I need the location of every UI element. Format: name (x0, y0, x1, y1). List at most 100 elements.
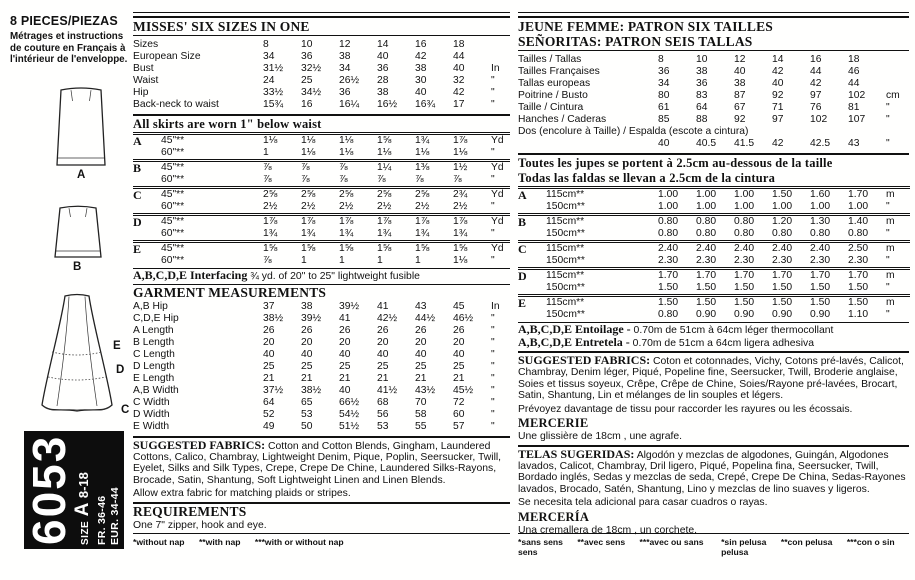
value-cell: 1½ (453, 159, 491, 174)
value-cell: 41 (377, 300, 389, 312)
value-cell: 20 (377, 336, 389, 348)
interfacing-text: ¾ yd. of 20" to 25" lightweight fusible (247, 271, 420, 282)
value-cell: 1.50 (772, 282, 793, 293)
value-cell: ⅞ (263, 174, 272, 185)
view-letter: D (518, 267, 546, 282)
value-cell: 42 (772, 66, 784, 77)
fabric-width-label: 150cm** (546, 201, 585, 212)
value-cell: 1.50 (734, 294, 772, 309)
table-row: Dos (encolure à Taille) / Espalda (escot… (518, 126, 910, 138)
value-cell: 1.00 (696, 186, 734, 201)
value-cell: 66½ (339, 396, 360, 408)
unit-cell: " (491, 336, 495, 348)
value-cell: 92 (734, 114, 746, 125)
fabrics-fr-text: Coton et cotonnades, Vichy, Cotons pré-l… (518, 356, 904, 402)
table-row: Poitrine / Busto 80 83 87 92 97 102 cm (518, 90, 910, 102)
value-cell: 58 (415, 408, 427, 420)
fabric-width-label: 60"** (161, 147, 185, 158)
value-cell: 28 (377, 75, 389, 86)
fabric-width-label: 60"** (161, 255, 185, 266)
unit-cell: In (491, 300, 500, 312)
value-cell: 54½ (339, 408, 360, 420)
value-cell: 1.50 (848, 282, 869, 293)
yardage-row: A 45"** 1⅛ 1⅛ 1⅛ 1⅝ 1¾ 1⅞ Yd (133, 132, 510, 147)
unit-cell: m (886, 213, 910, 228)
value-cell: 42½ (377, 312, 398, 324)
value-cell: 1⅝ (263, 240, 301, 255)
divider (133, 283, 510, 285)
merceria-text: Una cremallera de 18cm , un corchete. (518, 524, 698, 536)
value-cell: 1⅞ (339, 213, 377, 228)
pattern-number-banner: 6053 SIZE A 8-18 FR. 36-46 EUR. 34-44 (23, 431, 124, 549)
value-cell: 102 (810, 114, 828, 125)
value-cell: 71 (772, 102, 784, 113)
value-cell: 0.80 (734, 213, 772, 228)
table-row: Bust 31½ 32½ 34 36 38 40 In (133, 63, 510, 75)
size-letter: A (72, 502, 93, 517)
value-cell: 97 (772, 114, 784, 125)
value-cell: 2.40 (696, 240, 734, 255)
yardage-row: 150cm** 0.80 0.80 0.80 0.80 0.80 0.80 " (518, 228, 910, 242)
value-cell: 2.30 (696, 255, 717, 266)
footnote-with-or-without-nap: ***with or without nap (254, 537, 344, 547)
table-row: Tailles / Tallas 8 10 12 14 16 18 (518, 54, 910, 66)
value-cell: 76 (810, 102, 822, 113)
value-cell: 1.00 (734, 201, 755, 212)
table-row: C Length 40 40 40 40 40 40 " (133, 349, 510, 361)
value-cell: 20 (301, 336, 313, 348)
value-cell: 1.50 (734, 282, 755, 293)
skirt-cde-sketch (39, 292, 115, 419)
unit-cell: " (491, 312, 495, 324)
row-label: B Length (133, 336, 175, 348)
value-cell: 46 (848, 66, 860, 77)
value-cell: 38½ (263, 312, 284, 324)
value-cell: 2½ (453, 201, 468, 212)
value-cell: 1¾ (453, 228, 468, 239)
table-row: D Width 52 53 54½ 56 58 60 " (133, 409, 510, 421)
value-cell: 20 (339, 336, 351, 348)
value-cell: 16¼ (339, 99, 360, 110)
value-cell: 81 (848, 102, 860, 113)
value-cell: 1⅜ (415, 159, 453, 174)
value-cell: 56 (377, 408, 389, 420)
yardage-row: 150cm** 0.80 0.90 0.90 0.90 0.90 1.10 " (518, 309, 910, 321)
value-cell: 1.60 (810, 186, 848, 201)
row-label: Dos (encolure à Taille) / Espalda (escot… (518, 126, 749, 137)
value-cell: 25 (301, 360, 313, 372)
unit-cell: m (886, 294, 910, 309)
unit-cell (491, 39, 510, 51)
table-row: Waist 24 25 26½ 28 30 32 " (133, 75, 510, 87)
value-cell: 10 (696, 54, 708, 65)
value-cell: 1¾ (339, 228, 354, 239)
value-cell: 39½ (301, 312, 322, 324)
value-cell: 44½ (415, 312, 436, 324)
value-cell: 2⅝ (301, 186, 339, 201)
divider (133, 501, 510, 504)
value-cell: ⅞ (415, 174, 424, 185)
english-title: MISSES' SIX SIZES IN ONE (133, 19, 310, 34)
value-cell: 43 (415, 300, 427, 312)
unit-cell: " (491, 75, 495, 86)
value-cell: 2.50 (848, 240, 886, 255)
value-cell: 39½ (339, 300, 360, 312)
value-cell: 36 (301, 51, 313, 62)
value-cell: 40 (339, 348, 351, 360)
value-cell: 16 (415, 39, 427, 50)
value-cell: 34 (658, 78, 670, 89)
value-cell: 0.80 (658, 213, 696, 228)
fabric-width-label: 45"** (161, 213, 263, 228)
french-size-range: FR. 36-46 (96, 495, 108, 545)
row-label: Taille / Cintura (518, 102, 584, 113)
view-letter (133, 174, 161, 188)
row-label: E Length (133, 372, 175, 384)
value-cell: 0.90 (810, 309, 831, 320)
value-cell: ⅞ (263, 255, 272, 266)
view-letter: B (518, 213, 546, 228)
merceria-title: MERCERÍA (518, 509, 590, 524)
value-cell: 20 (415, 336, 427, 348)
divider (518, 16, 909, 18)
divider (133, 533, 510, 534)
row-label: C,D,E Hip (133, 312, 179, 324)
yardage-row: 150cm** 1.50 1.50 1.50 1.50 1.50 1.50 " (518, 282, 910, 296)
unit-cell: Yd (491, 186, 510, 201)
